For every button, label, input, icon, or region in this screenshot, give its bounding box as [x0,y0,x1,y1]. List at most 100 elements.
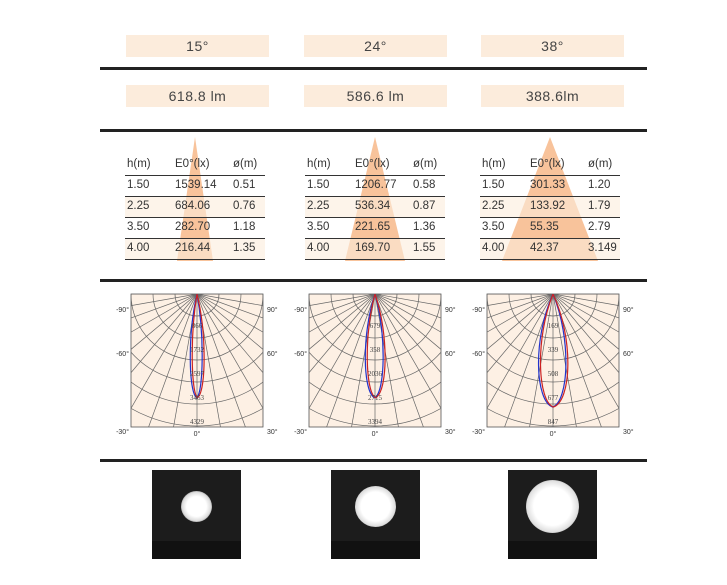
table-row: 4.00 42.37 3.149 [480,239,620,260]
table-cell: 4.00 [127,242,150,254]
table-cell: 4.00 [307,242,330,254]
angle-label: 30° [267,428,278,436]
table-cell: 55.35 [530,221,559,233]
table-row: 1.50 1206.77 0.58 [305,176,445,197]
divider-2 [100,129,647,132]
divider-3 [100,279,647,282]
angle-label: -90° [294,306,307,314]
angle-label: 60° [267,350,278,358]
angle-label: 60° [623,350,634,358]
angle-label: 0° [194,430,201,438]
table-cell: 2.25 [127,200,150,212]
angle-label: 0° [550,430,557,438]
header-cell: h(m) [307,158,331,170]
table-cell: 2.25 [307,200,330,212]
table-cell: 0.58 [413,179,436,191]
table-cell: 42.37 [530,242,559,254]
table-header: h(m) E0°(lx) ø(m) [305,155,445,176]
table-cell: 1206.77 [355,179,397,191]
table-header: h(m) E0°(lx) ø(m) [125,155,265,176]
beam-photo-38 [508,470,597,559]
angle-label: 30° [445,428,456,436]
table-cell: 282.70 [175,221,211,233]
polar-diagram-1: 679 358 2036 2715 3394 -90° 90° -60° 60° -30° 0° 30… [294,293,456,438]
angle-label: 30° [623,428,634,436]
header-cell: E0°(lx) [530,158,565,170]
table-cell: 216.44 [175,242,211,254]
table-row: 2.25 536.34 0.87 [305,197,445,218]
angle-label: -90° [116,306,129,314]
intensity-value: 339 [548,346,559,354]
intensity-value: 358 [370,346,381,354]
angle-label: -60° [294,350,307,358]
beam-angle-24: 24° [304,35,447,57]
table-row: 3.50 55.35 2.79 [480,218,620,239]
table-row: 1.50 301.33 1.20 [480,176,620,197]
intensity-value: 2597 [190,370,205,378]
angle-label: -60° [116,350,129,358]
table-row: 2.25 684.06 0.76 [125,197,265,218]
lumen-38: 388.6lm [481,85,624,107]
table-cell: 0.87 [413,200,436,212]
table-cell: 133.92 [530,200,566,212]
table-cell: 1.50 [127,179,150,191]
lumen-24: 586.6 lm [304,85,447,107]
beam-angle-15: 15° [126,35,269,57]
beam-photo-15 [152,470,241,559]
divider-4 [100,459,647,462]
table-cell: 1.36 [413,221,436,233]
illuminance-table-0: h(m) E0°(lx) ø(m) 1.50 1539.14 0.51 2.25 684.06… [125,137,265,265]
table-row: 3.50 282.70 1.18 [125,218,265,239]
table-cell: 4.00 [482,242,505,254]
intensity-value: 2036 [368,370,383,378]
table-cell: 2.25 [482,200,505,212]
illuminance-table-1: h(m) E0°(lx) ø(m) 1.50 1206.77 0.58 2.25 536.34… [305,137,445,265]
table-row: 3.50 221.65 1.36 [305,218,445,239]
table-cell: 1.50 [482,179,505,191]
intensity-value: 2715 [368,394,383,402]
intensity-value: 847 [548,418,559,426]
header-cell: h(m) [127,158,151,170]
table-cell: 1.50 [307,179,330,191]
header-cell: ø(m) [413,158,438,170]
angle-label: 90° [623,306,634,314]
beam-photo-24 [331,470,420,559]
table-cell: 1.18 [233,221,256,233]
angle-label: 90° [445,306,456,314]
illuminance-table-2: h(m) E0°(lx) ø(m) 1.50 301.33 1.20 2.25 133.92 1… [480,137,620,265]
angle-label: -60° [472,350,485,358]
table-cell: 301.33 [530,179,566,191]
header-cell: E0°(lx) [175,158,210,170]
table-cell: 0.51 [233,179,256,191]
intensity-value: 1732 [190,346,205,354]
angle-label: -30° [472,428,485,436]
lumen-15: 618.8 lm [126,85,269,107]
intensity-value: 4329 [190,418,205,426]
table-row: 2.25 133.92 1.79 [480,197,620,218]
intensity-value: 508 [548,370,559,378]
table-row: 4.00 169.70 1.55 [305,239,445,260]
table-cell: 169.70 [355,242,391,254]
table-cell: 1.55 [413,242,436,254]
table-cell: 3.50 [482,221,505,233]
intensity-value: 3463 [190,394,205,402]
table-cell: 536.34 [355,200,391,212]
intensity-value: 677 [548,394,559,402]
beam-angle-38: 38° [481,35,624,57]
angle-label: -90° [472,306,485,314]
intensity-value: 679 [370,322,381,330]
table-row: 1.50 1539.14 0.51 [125,176,265,197]
intensity-value: 866 [192,322,203,330]
angle-label: 90° [267,306,278,314]
table-cell: 1.20 [588,179,611,191]
table-cell: 0.76 [233,200,256,212]
angle-label: 0° [372,430,379,438]
table-header: h(m) E0°(lx) ø(m) [480,155,620,176]
table-cell: 3.149 [588,242,617,254]
table-cell: 1.35 [233,242,256,254]
header-cell: E0°(lx) [355,158,390,170]
header-cell: ø(m) [233,158,258,170]
table-row: 4.00 216.44 1.35 [125,239,265,260]
table-cell: 3.50 [307,221,330,233]
table-cell: 1.79 [588,200,611,212]
